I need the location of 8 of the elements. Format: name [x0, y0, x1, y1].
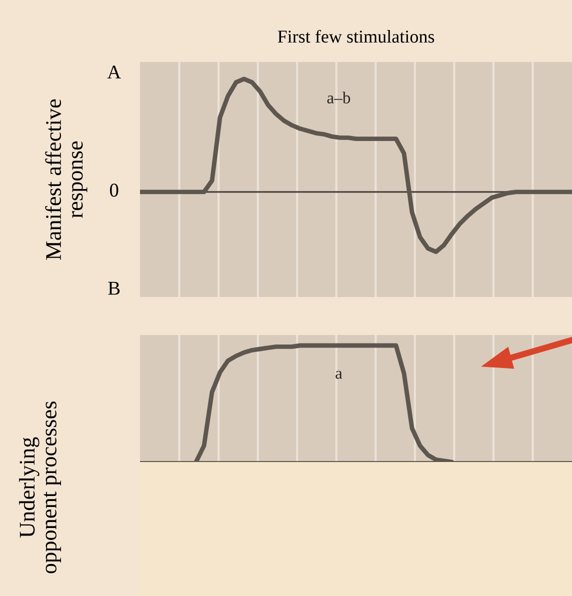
- series-label: a: [336, 370, 342, 379]
- text: B: [108, 282, 120, 295]
- series-label: a–b: [327, 92, 350, 104]
- y-axis-title: Manifest affective response: [45, 99, 88, 260]
- chart-title: First few stimulations: [278, 30, 434, 43]
- text: 0: [110, 184, 118, 197]
- text: A: [107, 66, 121, 78]
- y-axis-title: Underlying opponent processes: [19, 402, 61, 574]
